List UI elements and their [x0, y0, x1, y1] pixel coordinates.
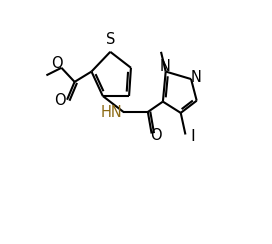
- Text: N: N: [159, 59, 170, 74]
- Text: O: O: [150, 128, 162, 143]
- Text: I: I: [190, 129, 195, 144]
- Text: O: O: [54, 93, 66, 108]
- Text: N: N: [191, 70, 202, 85]
- Text: O: O: [51, 56, 63, 71]
- Text: S: S: [106, 32, 115, 47]
- Text: HN: HN: [101, 105, 122, 120]
